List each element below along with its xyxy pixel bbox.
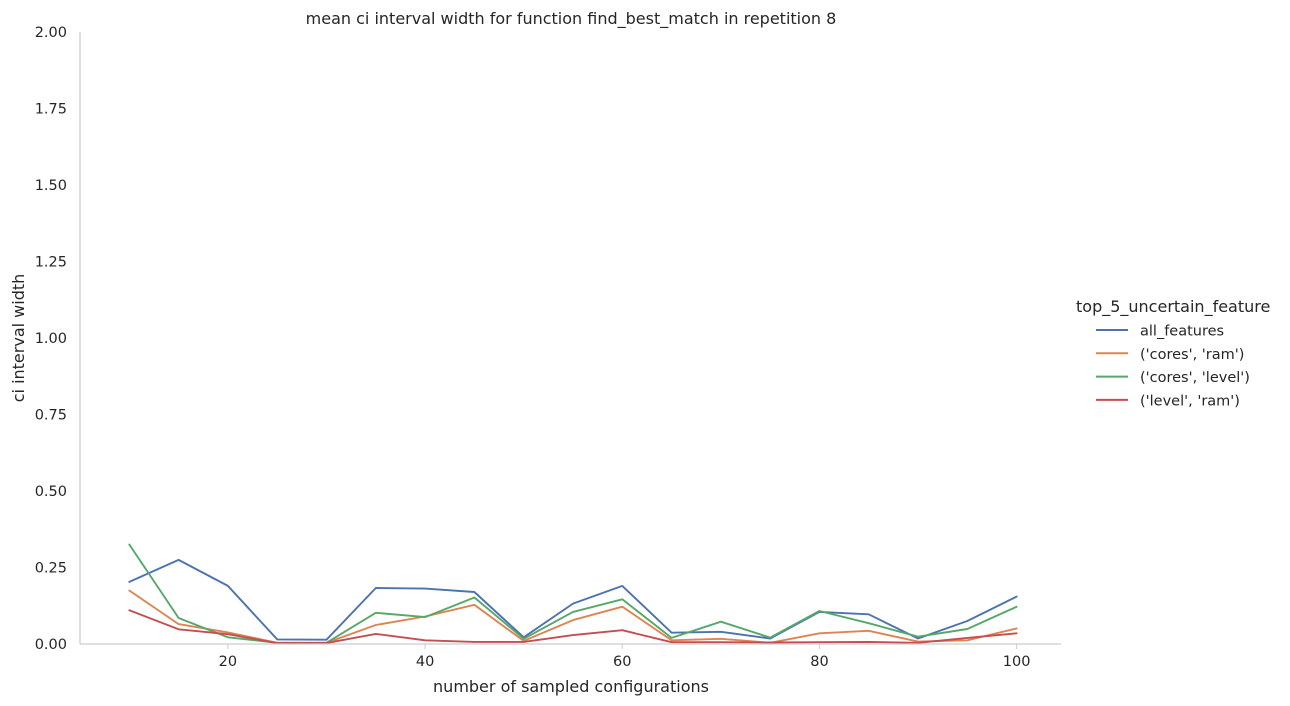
series-layer bbox=[128, 543, 1018, 645]
y-tick-label: 1.75 bbox=[35, 102, 67, 118]
y-tick-label: 1.50 bbox=[35, 178, 67, 194]
x-axis-label: number of sampled configurations bbox=[433, 677, 709, 696]
series-line-2 bbox=[128, 543, 1018, 644]
y-tick-label: 0.50 bbox=[35, 484, 67, 500]
series-line-0 bbox=[128, 558, 1018, 641]
legend-label: ('cores', 'ram') bbox=[1140, 347, 1244, 363]
legend-items: all_features ('cores', 'ram') ('cores', 'l… bbox=[1096, 324, 1250, 409]
y-tick-label: 2.00 bbox=[35, 25, 67, 41]
chart-title: mean ci interval width for function find… bbox=[306, 9, 837, 29]
x-tick-label: 20 bbox=[219, 654, 237, 670]
y-tick-label: 0.00 bbox=[35, 637, 67, 653]
legend-label: ('level', 'ram') bbox=[1140, 393, 1240, 409]
y-tick-label: 0.25 bbox=[35, 561, 67, 577]
legend-label: ('cores', 'level') bbox=[1140, 370, 1250, 386]
x-tick-label: 60 bbox=[613, 654, 631, 670]
legend: top_5_uncertain_feature all_features ('co… bbox=[1076, 297, 1270, 409]
x-tick-label: 80 bbox=[810, 654, 828, 670]
y-tick-label: 0.75 bbox=[35, 408, 67, 424]
plot-area: 0.00 0.25 0.50 0.75 1.00 1.25 1.50 1.75 2.00 20 4… bbox=[35, 25, 1061, 670]
legend-title: top_5_uncertain_feature bbox=[1076, 297, 1270, 317]
x-axis-ticks: 20 40 60 80 100 bbox=[219, 644, 1031, 670]
y-tick-label: 1.25 bbox=[35, 255, 67, 271]
y-axis-label: ci interval width bbox=[9, 274, 28, 403]
legend-label: all_features bbox=[1140, 324, 1224, 340]
y-axis-ticks: 0.00 0.25 0.50 0.75 1.00 1.25 1.50 1.75 2.00 bbox=[35, 25, 67, 653]
x-tick-label: 40 bbox=[416, 654, 434, 670]
y-tick-label: 1.00 bbox=[35, 331, 67, 347]
series-line-3 bbox=[128, 609, 1018, 645]
x-tick-label: 100 bbox=[1003, 654, 1031, 670]
